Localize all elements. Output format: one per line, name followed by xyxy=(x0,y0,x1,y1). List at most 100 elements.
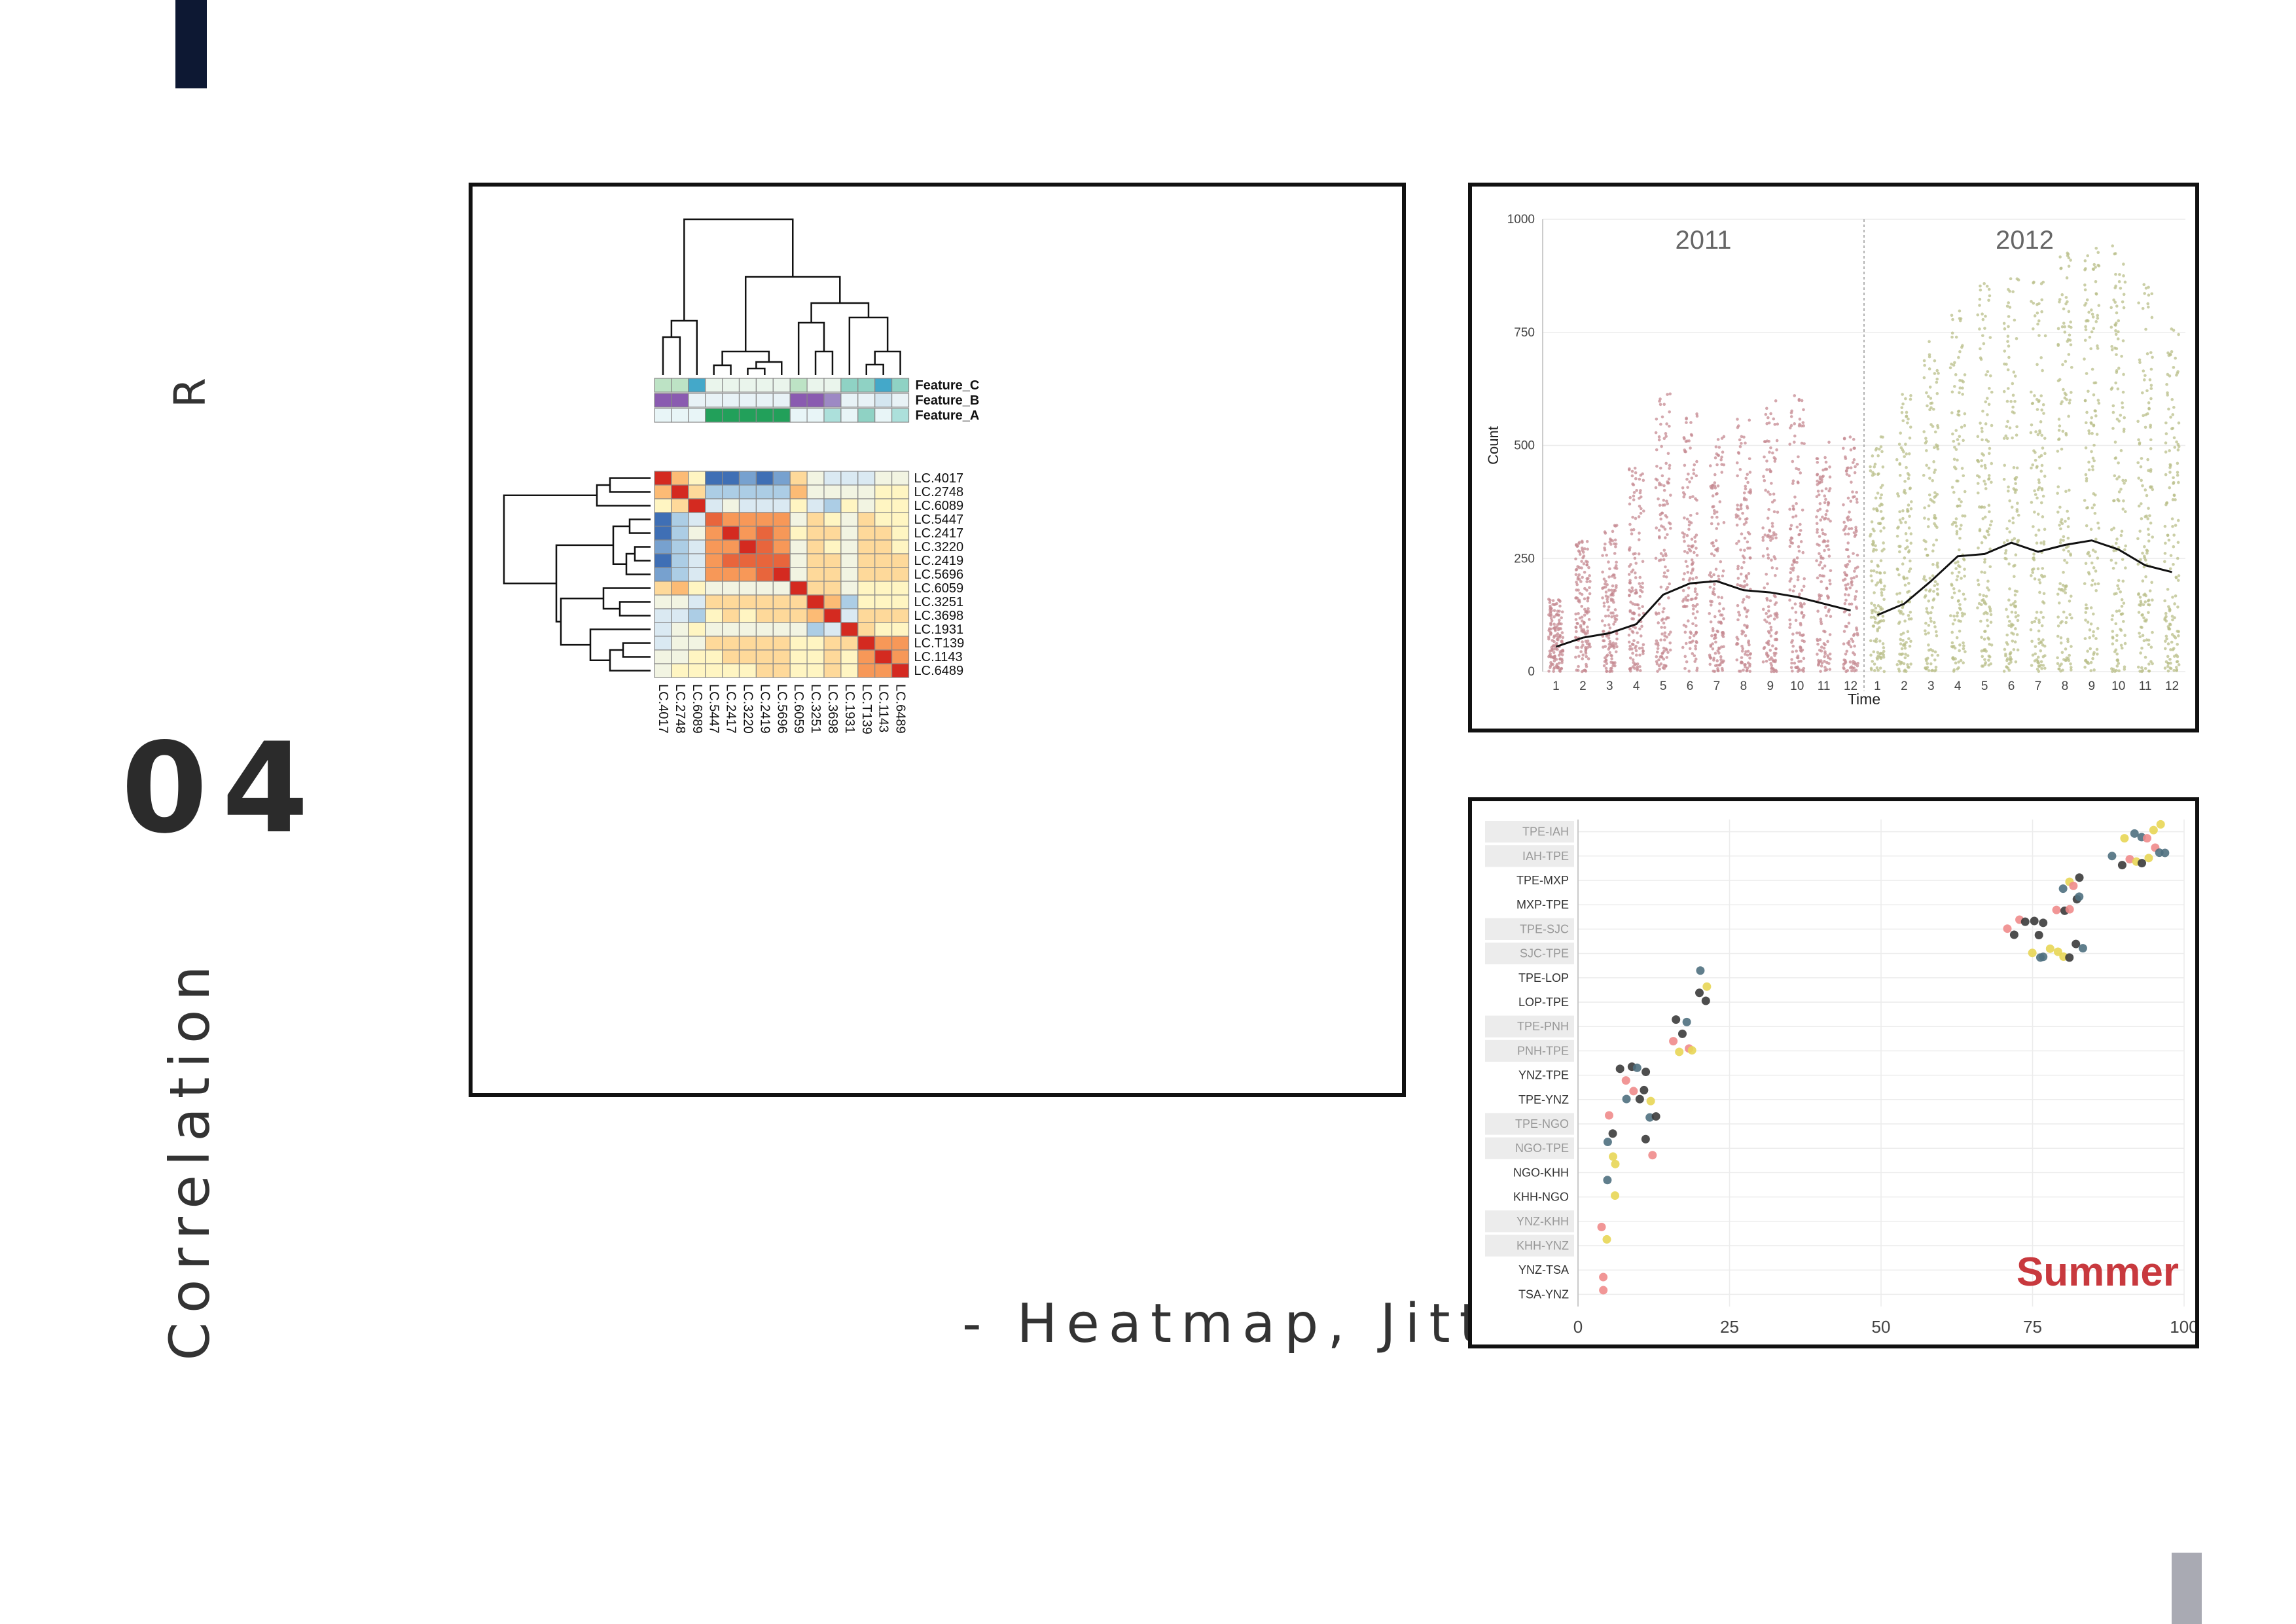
jitter-point xyxy=(1816,490,1820,493)
jitter-point xyxy=(1815,559,1818,562)
jitter-point xyxy=(1845,473,1849,476)
jitter-point xyxy=(1879,445,1883,448)
category-label: YNZ-TSA xyxy=(1518,1263,1569,1276)
jitter-point xyxy=(1980,636,1983,639)
jitter-point xyxy=(1585,655,1588,659)
jitter-point xyxy=(1719,458,1723,461)
jitter-point xyxy=(1660,632,1664,636)
jitter-point xyxy=(1823,494,1827,497)
jitter-point xyxy=(2092,634,2095,638)
jitter-point xyxy=(1748,471,1752,474)
heatmap-cell xyxy=(738,526,757,541)
jitter-point xyxy=(1907,549,1911,552)
jitter-point xyxy=(2168,607,2172,611)
jitter-point xyxy=(1662,484,1666,488)
jitter-point xyxy=(1549,633,1552,636)
jitter-point xyxy=(1743,549,1746,552)
jitter-point xyxy=(1799,646,1803,650)
jitter-point xyxy=(1950,335,1954,339)
jitter-point xyxy=(1584,632,1587,636)
jitter-point xyxy=(1958,629,1962,633)
jitter-point xyxy=(1802,657,1806,660)
jitter-point xyxy=(1612,623,1615,626)
heatmap-cell xyxy=(806,608,825,623)
jitter-point xyxy=(1924,667,1928,671)
jitter-point xyxy=(2109,528,2113,532)
jitter-point xyxy=(1768,535,1772,539)
jitter-point xyxy=(2122,274,2125,278)
category-label: KHH-NGO xyxy=(1513,1191,1569,1204)
jitter-point xyxy=(2016,619,2020,623)
jitter-point xyxy=(1605,670,1608,673)
jitter-point xyxy=(1952,363,1956,367)
jitter-point xyxy=(2121,558,2125,561)
jitter-point xyxy=(1739,548,1742,552)
heatmap-cell xyxy=(874,649,893,664)
jitter-point xyxy=(1791,632,1795,636)
jitter-point xyxy=(1876,492,1880,495)
jitter-point xyxy=(1934,668,1938,672)
jitter-point xyxy=(2090,450,2093,454)
annotation-cell xyxy=(789,408,808,423)
jitter-point xyxy=(1585,540,1589,543)
jitter-point xyxy=(2164,640,2167,643)
jitter-point xyxy=(2091,579,2094,583)
jitter-point xyxy=(2151,535,2155,539)
jitter-point xyxy=(2166,533,2170,537)
jitter-point xyxy=(2056,615,2060,619)
jitter-point xyxy=(2089,528,2093,531)
jitter-point xyxy=(1774,638,1778,641)
jitter-point xyxy=(2149,468,2153,471)
heatmap-cell xyxy=(840,608,859,623)
jitter-point xyxy=(1906,630,1910,634)
jitter-point xyxy=(1818,481,1821,485)
jitter-point xyxy=(1791,650,1795,654)
jitter-point xyxy=(1575,583,1579,586)
jitter-point xyxy=(1871,471,1874,475)
jitter-point xyxy=(1926,553,1929,557)
jitter-point xyxy=(1689,513,1693,517)
jitter-point xyxy=(1586,560,1589,564)
jitter-point xyxy=(1719,621,1723,624)
jitter-point xyxy=(1714,640,1717,644)
jitter-point xyxy=(2122,372,2125,376)
category-shade xyxy=(1485,821,1574,843)
jitter-point xyxy=(1667,596,1670,600)
jitter-point xyxy=(1641,649,1645,653)
jitter-point xyxy=(1581,657,1585,660)
jitter-point xyxy=(1767,490,1770,494)
jitter-point xyxy=(2092,459,2096,463)
jitter-point xyxy=(1769,539,1772,542)
jitter-point xyxy=(2059,538,2063,542)
jitter-point xyxy=(2115,347,2119,350)
jitter-point xyxy=(2151,355,2154,359)
jitter-point xyxy=(2111,566,2115,570)
jitter-point xyxy=(2011,521,2015,525)
jitter-point xyxy=(2037,638,2041,641)
jitter-point xyxy=(1979,505,1983,509)
jitter-point xyxy=(2117,461,2120,465)
jitter-point xyxy=(1687,670,1691,673)
jitter-point xyxy=(2137,611,2141,614)
heatmap-cell xyxy=(772,581,791,596)
jitter-point xyxy=(1963,514,1967,518)
jitter-point xyxy=(2037,621,2041,624)
jitter-point xyxy=(1628,579,1632,583)
jitter-point xyxy=(1717,595,1720,599)
jitter-point xyxy=(2068,401,2072,405)
jitter-point xyxy=(1981,598,1985,602)
heatmap-cell xyxy=(722,553,740,568)
annotation-cell xyxy=(840,408,859,423)
jitter-point xyxy=(1908,644,1912,648)
jitter-point xyxy=(2092,262,2096,266)
jitter-point xyxy=(1988,387,1991,390)
jitter-point xyxy=(1627,468,1631,472)
jitter-point xyxy=(2138,632,2141,635)
jitter-point xyxy=(1741,511,1744,515)
jitter-point xyxy=(1708,611,1712,615)
jitter-point xyxy=(2117,330,2120,334)
jitter-point xyxy=(1899,653,1903,657)
jitter-point xyxy=(1772,417,1776,421)
jitter-point xyxy=(2096,251,2100,254)
annotation-cell xyxy=(857,393,876,408)
